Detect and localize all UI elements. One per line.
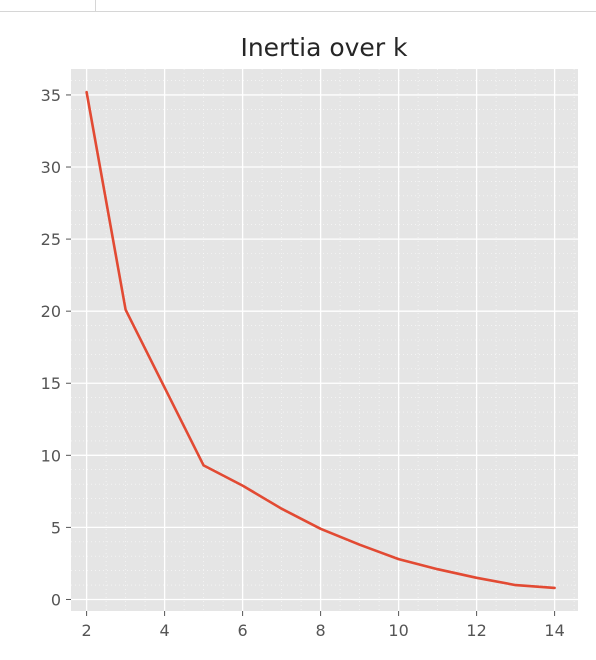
minor-grid <box>71 69 578 611</box>
x-tick-label: 12 <box>466 621 486 640</box>
series-line <box>85 90 556 590</box>
y-tick-label: 15 <box>41 374 61 393</box>
top-cell-divider <box>95 0 96 11</box>
y-tick-label: 10 <box>41 446 61 465</box>
y-tick-label: 25 <box>41 230 61 249</box>
y-tick-label: 5 <box>51 518 61 537</box>
y-axis-ticks: 0 5 10 15 20 25 30 35 <box>41 86 71 609</box>
y-tick-label: 35 <box>41 86 61 105</box>
x-tick-label: 4 <box>160 621 170 640</box>
y-tick-label: 20 <box>41 302 61 321</box>
top-cell-strip <box>0 0 596 12</box>
x-tick-label: 8 <box>316 621 326 640</box>
chart-title: Inertia over k <box>240 33 408 62</box>
x-tick-label: 2 <box>82 621 92 640</box>
x-tick-label: 6 <box>238 621 248 640</box>
x-axis-ticks: 2 4 6 8 10 12 14 <box>82 611 565 640</box>
major-grid <box>71 69 578 611</box>
y-tick-label: 0 <box>51 590 61 609</box>
series-layer <box>85 90 556 590</box>
x-tick-label: 10 <box>388 621 408 640</box>
x-tick-label: 14 <box>544 621 564 640</box>
y-tick-label: 30 <box>41 158 61 177</box>
